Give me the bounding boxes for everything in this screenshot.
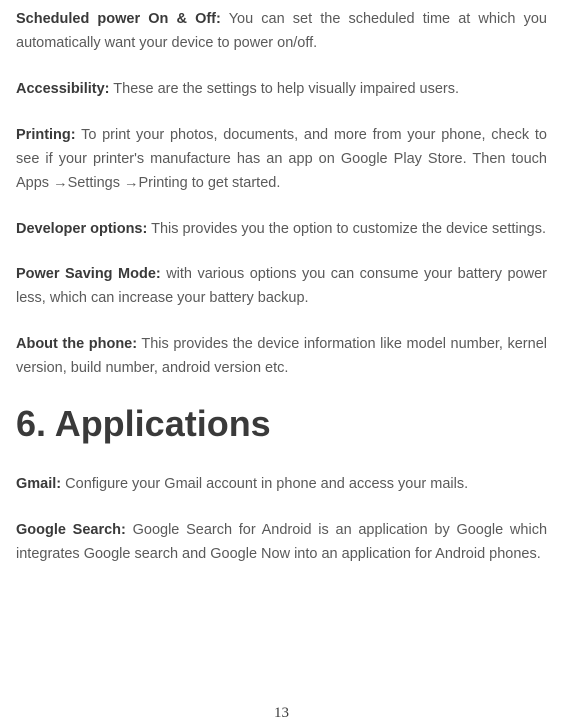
paragraph-about-phone: About the phone: This provides the devic… bbox=[16, 333, 547, 381]
section-heading: 6. Applications bbox=[16, 403, 547, 445]
paragraph-text: These are the settings to help visually … bbox=[110, 81, 460, 97]
bold-label: Gmail: bbox=[16, 476, 61, 492]
bold-label: Scheduled power On & Off: bbox=[16, 11, 221, 27]
arrow-icon: → bbox=[124, 175, 139, 191]
bold-label: Google Search: bbox=[16, 522, 126, 538]
paragraph-developer-options: Developer options: This provides you the… bbox=[16, 218, 547, 242]
paragraph-printing: Printing: To print your photos, document… bbox=[16, 124, 547, 196]
bold-label: Printing: bbox=[16, 127, 76, 143]
bold-label: Developer options: bbox=[16, 221, 147, 237]
bold-label: Power Saving Mode: bbox=[16, 266, 161, 282]
bold-label: Accessibility: bbox=[16, 81, 110, 97]
paragraph-text: Configure your Gmail account in phone an… bbox=[61, 476, 468, 492]
paragraph-power-saving: Power Saving Mode: with various options … bbox=[16, 263, 547, 311]
paragraph-text: Printing to get started. bbox=[139, 175, 281, 191]
arrow-icon: → bbox=[53, 175, 68, 191]
paragraph-accessibility: Accessibility: These are the settings to… bbox=[16, 78, 547, 102]
paragraph-google-search: Google Search: Google Search for Android… bbox=[16, 519, 547, 567]
paragraph-text: Settings bbox=[68, 175, 124, 191]
paragraph-gmail: Gmail: Configure your Gmail account in p… bbox=[16, 473, 547, 497]
bold-label: About the phone: bbox=[16, 336, 137, 352]
page-number: 13 bbox=[0, 705, 563, 722]
paragraph-text: This provides you the option to customiz… bbox=[147, 221, 546, 237]
paragraph-scheduled-power: Scheduled power On & Off: You can set th… bbox=[16, 8, 547, 56]
